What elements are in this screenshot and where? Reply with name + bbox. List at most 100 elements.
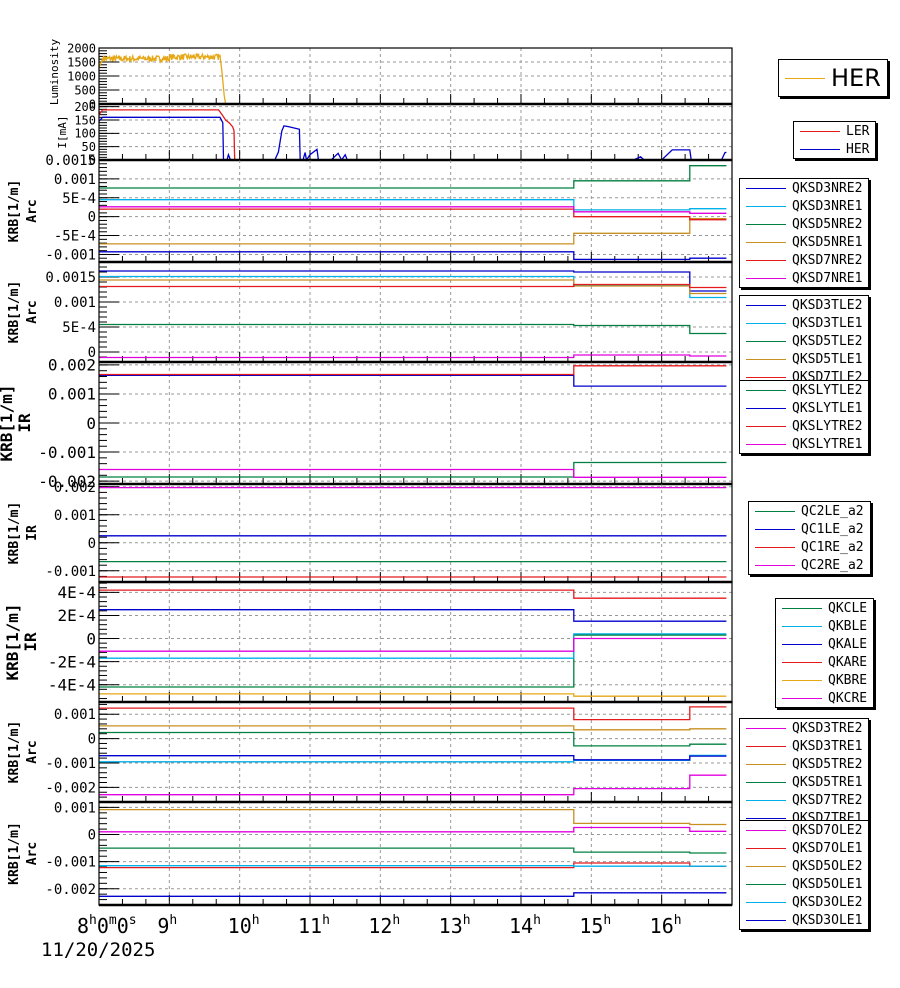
series-line-qksd3tre2 [99, 774, 727, 796]
y-tick-label: 100 [74, 127, 96, 141]
panel-9: 0.001 0 -0.001 -0.002 KRB[1/m] Arc [7, 800, 733, 907]
legend-swatch [782, 697, 822, 699]
y-tick-label: 1000 [67, 69, 96, 83]
legend-label: QKSD7NRE1 [792, 270, 863, 286]
y-tick-label: -0.002 [45, 780, 96, 796]
legend-label: QKSD3OLE1 [792, 912, 863, 928]
x-tick-label: 9h [157, 913, 177, 938]
legend-swatch [746, 205, 786, 207]
legend-label: QC1LE_a2 [801, 521, 864, 537]
legend-entry: QKSD7NRE1 [740, 269, 868, 287]
y-tick-label: 150 [74, 113, 96, 127]
x-tick-unit: h [392, 913, 400, 928]
legend-label: QKARE [828, 654, 868, 670]
x-tick-value: 13 [439, 914, 463, 938]
legend-entry: QC1LE_a2 [749, 520, 870, 538]
x-tick-label: 8h0m0s [77, 913, 137, 938]
y-tick-label: 0 [88, 345, 96, 361]
y-axis-sublabel: Arc [25, 842, 40, 865]
series-line-qksd3ole1 [99, 892, 727, 897]
legend-label: QKSD5NRE2 [792, 216, 863, 232]
legend-panel-5: QKSLYTLE2 QKSLYTLE1 QKSLYTRE2 QKSLYTRE1 [739, 380, 870, 454]
legend-label: QKSD7NRE2 [792, 252, 863, 268]
y-axis-sublabel: IR [25, 525, 40, 541]
legend-swatch [746, 763, 786, 765]
series-line-qkslytre1 [99, 468, 727, 478]
plot-frame [98, 103, 733, 161]
y-tick-label: 200 [74, 100, 96, 114]
legend-label: QKSLYTLE1 [792, 400, 863, 416]
legend-entry: QKBLE [776, 617, 873, 635]
legend-panel-9: QKSD7OLE2 QKSD7OLE1 QKSD5OLE2 QKSD5OLE1 QKSD… [739, 820, 870, 930]
y-tick-label: 0.0015 [45, 270, 96, 286]
legend-swatch [746, 340, 786, 342]
y-tick-label: 0.001 [54, 800, 96, 816]
panel-7: 4E-4 2E-4 0 -2E-4 -4E-4 KRB[1/m] IR [3, 581, 733, 704]
legend-entry: QKBRE [776, 671, 873, 689]
y-tick-label: 2000 [67, 41, 96, 55]
legend-entry: QKALE [776, 635, 873, 653]
x-tick-label: 15h [579, 913, 611, 938]
series-line-qksd7nre1 [99, 206, 727, 214]
y-axis-sublabel: IR [15, 413, 34, 433]
legend-swatch [782, 607, 822, 609]
y-tick-label: 0 [86, 629, 96, 648]
legend-entry: QKARE [776, 653, 873, 671]
legend-swatch [746, 745, 786, 747]
legend-panel-7: QKCLE QKBLE QKALE QKARE QKBRE QKCRE [775, 598, 875, 708]
legend-swatch [746, 277, 786, 279]
legend-entry: HER [794, 140, 875, 158]
legend-entry: QKCLE [776, 599, 873, 617]
legend-swatch [746, 901, 786, 903]
series-line-her [98, 116, 727, 162]
x-tick-unit: h [252, 913, 260, 928]
x-tick-value: 8 [77, 914, 89, 938]
legend-swatch [746, 376, 786, 378]
legend-swatch [746, 322, 786, 324]
y-tick-label: -2E-4 [48, 652, 96, 671]
legend-swatch [746, 407, 786, 409]
y-tick-label: 0.001 [48, 385, 96, 404]
y-tick-label: 0 [88, 536, 96, 552]
y-axis-label: KRB[1/m] [7, 822, 22, 885]
y-tick-label: 4E-4 [57, 583, 96, 602]
plot-frame [98, 801, 733, 906]
series-line-qksd3tre1 [99, 706, 727, 721]
legend-swatch [800, 130, 840, 132]
legend-swatch [755, 546, 795, 548]
legend-label: QKSD5TLE1 [792, 351, 863, 367]
y-tick-label: 2E-4 [57, 606, 96, 625]
legend-swatch [746, 241, 786, 243]
y-axis-sublabel: IR [21, 632, 40, 652]
plot-frame [98, 159, 733, 263]
y-tick-label: 5E-4 [62, 191, 96, 207]
legend-label: QKCRE [828, 690, 868, 706]
legend-swatch [782, 625, 822, 627]
legend-label: QKALE [828, 636, 868, 652]
series-line-qksd5nre2 [99, 165, 727, 189]
legend-label: QKSD5OLE1 [792, 876, 863, 892]
y-axis-label: Luminosity [48, 39, 61, 106]
series-line-qksd5tre2 [99, 725, 727, 731]
x-tick-unit: h [674, 913, 682, 928]
y-axis-sublabel: Arc [25, 199, 40, 222]
legend-entry: QC1RE_a2 [749, 538, 870, 556]
series-line-qksd3ole2 [99, 865, 727, 867]
legend-swatch [755, 510, 795, 512]
legend-entry: QKSD5TLE2 [740, 332, 868, 350]
y-tick-label: 0.0015 [45, 153, 96, 169]
series-line-qkbre [99, 693, 727, 697]
panel-3: 0.0015 0.001 5E-4 0 -5E-4 -0.001 KRB[1/m] Arc [7, 153, 733, 263]
legend-entry: QKSD5TRE1 [740, 773, 868, 791]
legend-label: QKSD3TRE1 [792, 738, 863, 754]
legend-label: QKSD7OLE1 [792, 840, 863, 856]
x-tick-unit: h [169, 913, 177, 928]
plot-frame [98, 483, 733, 583]
legend-swatch [746, 847, 786, 849]
x-tick-value: 0 [117, 914, 129, 938]
legend-entry: QC2RE_a2 [749, 556, 870, 574]
panel-6: 0.002 0.001 0 -0.001 KRB[1/m] IR [7, 480, 733, 584]
legend-label: QKSD3TLE1 [792, 315, 863, 331]
series-line-qksd5nre1 [99, 217, 727, 245]
legend-label: QKSD3NRE1 [792, 198, 863, 214]
